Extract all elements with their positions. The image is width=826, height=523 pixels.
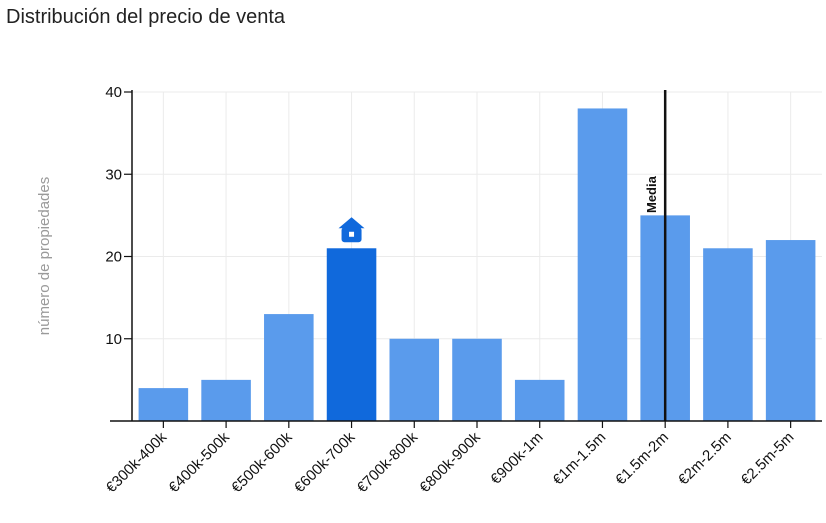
bar	[765, 240, 816, 421]
mean-line-label: Media	[644, 175, 659, 213]
x-tick-label: €400k-500k	[165, 428, 233, 496]
bar	[452, 338, 502, 421]
y-tick-label: 20	[105, 249, 122, 266]
x-tick-label: €2m-2.5m	[675, 429, 735, 489]
chart-title: Distribución del precio de venta	[6, 6, 286, 28]
x-tick-label: €2.5m-5m	[738, 429, 798, 489]
house-icon	[338, 217, 365, 243]
bar-highlighted	[326, 248, 377, 421]
x-tick-label: €500k-600k	[228, 428, 296, 496]
bar	[138, 388, 189, 421]
x-tick-label: €900k-1m	[487, 429, 546, 488]
bar	[577, 108, 628, 421]
x-ticks: €300k-400k€400k-500k€500k-600k€600k-700k…	[103, 421, 798, 496]
axes	[110, 90, 822, 422]
x-tick-label: €800k-900k	[416, 428, 484, 496]
bar	[201, 379, 251, 421]
y-tick-label: 40	[105, 84, 122, 101]
x-tick-label: €1.5m-2m	[612, 429, 672, 489]
y-axis-label: número de propiedades	[36, 177, 53, 335]
y-ticks: 10 20 30 40	[105, 84, 132, 348]
x-tick-label: €300k-400k	[103, 428, 171, 496]
y-tick-label: 10	[105, 331, 122, 348]
y-tick-label: 30	[105, 166, 122, 183]
x-tick-label: €600k-700k	[291, 428, 359, 496]
bars	[138, 108, 816, 421]
bar	[703, 248, 753, 421]
x-tick-label: €700k-800k	[354, 428, 422, 496]
bar	[264, 314, 314, 421]
bar	[389, 338, 440, 421]
x-tick-label: €1m-1.5m	[550, 429, 610, 489]
bar	[514, 379, 565, 421]
annotations: Media	[338, 90, 667, 421]
